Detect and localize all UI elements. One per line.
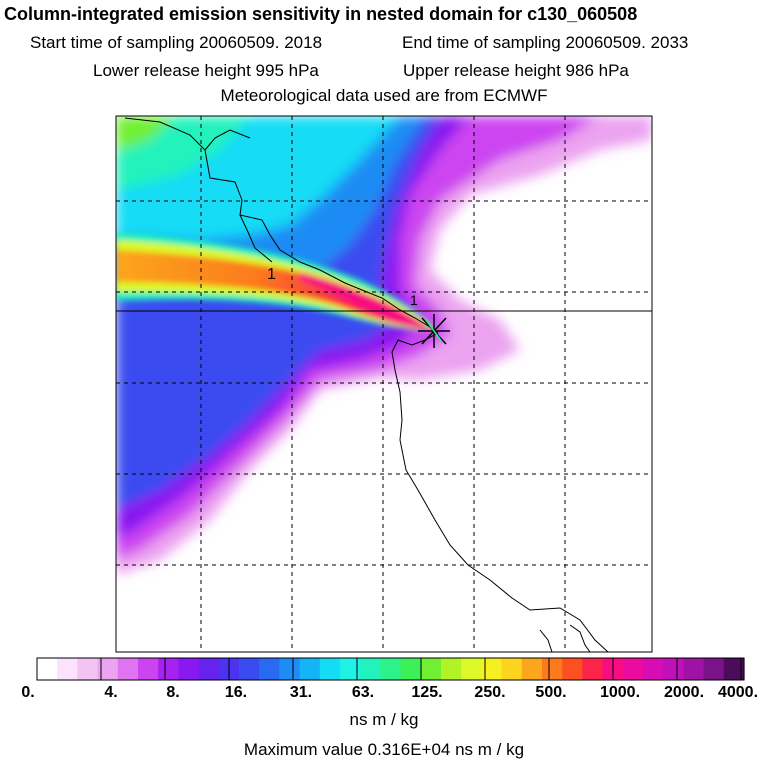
map-field: 1 1 bbox=[116, 116, 652, 652]
colorbar-swatch bbox=[643, 658, 664, 680]
colorbar-swatch bbox=[521, 658, 543, 680]
colorbar-swatch bbox=[501, 658, 523, 680]
colorbar-swatch bbox=[117, 658, 139, 680]
met-data-text: Meteorological data used are from ECMWF bbox=[220, 86, 548, 105]
colorbar-swatch bbox=[481, 658, 503, 680]
colorbar-swatch bbox=[683, 658, 705, 680]
colorbar-swatch bbox=[663, 658, 684, 680]
colorbar-swatch bbox=[37, 658, 58, 680]
end-time-text: End time of sampling 20060509. 2033 bbox=[402, 33, 689, 52]
colorbar-swatch bbox=[198, 658, 220, 680]
plume bbox=[116, 232, 436, 331]
colorbar-swatch bbox=[340, 658, 361, 680]
colorbar-swatch bbox=[279, 658, 301, 680]
colorbar-swatch bbox=[622, 658, 644, 680]
graticule bbox=[116, 116, 652, 652]
lower-release-text: Lower release height 995 hPa bbox=[93, 61, 319, 80]
colorbar-label: 63. bbox=[351, 684, 375, 701]
colorbar-label: 0. bbox=[21, 684, 35, 701]
contour-label: 1 bbox=[410, 292, 418, 308]
sensitivity-contours bbox=[116, 116, 652, 575]
colorbar-swatch bbox=[582, 658, 604, 680]
colorbar-swatch bbox=[319, 658, 341, 680]
max-value-text: Maximum value 0.316E+04 ns m / kg bbox=[243, 740, 525, 759]
coastline bbox=[116, 117, 652, 652]
colorbar-swatch bbox=[138, 658, 159, 680]
colorbar-swatch bbox=[259, 658, 280, 680]
colorbar-swatch bbox=[77, 658, 99, 680]
colorbar-label: 16. bbox=[224, 684, 248, 701]
colorbar-swatch bbox=[360, 658, 381, 680]
colorbar-label: 2000. bbox=[663, 684, 705, 701]
colorbar-swatch bbox=[703, 658, 725, 680]
colorbar bbox=[37, 658, 745, 680]
colorbar-swatch bbox=[380, 658, 402, 680]
colorbar-swatch bbox=[57, 658, 78, 680]
colorbar-swatch bbox=[158, 658, 179, 680]
colorbar-label: 250. bbox=[474, 684, 506, 701]
colorbar-label: 500. bbox=[535, 684, 567, 701]
release-point-marker bbox=[418, 314, 450, 348]
colorbar-swatch bbox=[420, 658, 442, 680]
colorbar-swatch bbox=[239, 658, 260, 680]
colorbar-label: 4000. bbox=[717, 684, 759, 701]
colorbar-unit: ns m / kg bbox=[349, 710, 419, 729]
colorbar-swatch bbox=[542, 658, 563, 680]
colorbar-swatch bbox=[97, 658, 119, 680]
start-time-text: Start time of sampling 20060509. 2018 bbox=[30, 33, 323, 52]
map-frame bbox=[115, 115, 653, 653]
colorbar-label: 125. bbox=[411, 684, 443, 701]
colorbar-swatch bbox=[441, 658, 462, 680]
colorbar-swatch bbox=[461, 658, 482, 680]
contour-label: 1 bbox=[267, 266, 276, 283]
colorbar-label: 31. bbox=[289, 684, 313, 701]
colorbar-swatch bbox=[562, 658, 583, 680]
colorbar-swatch bbox=[178, 658, 200, 680]
upper-release-text: Upper release height 986 hPa bbox=[403, 61, 629, 80]
colorbar-swatch bbox=[400, 658, 422, 680]
colorbar-label: 8. bbox=[166, 684, 180, 701]
colorbar-swatch bbox=[723, 658, 745, 680]
colorbar-label: 4. bbox=[104, 684, 118, 701]
colorbar-label: 1000. bbox=[599, 684, 641, 701]
map-title: Column-integrated emission sensitivity i… bbox=[4, 4, 638, 24]
colorbar-frame bbox=[36, 657, 745, 681]
colorbar-swatch bbox=[299, 658, 321, 680]
